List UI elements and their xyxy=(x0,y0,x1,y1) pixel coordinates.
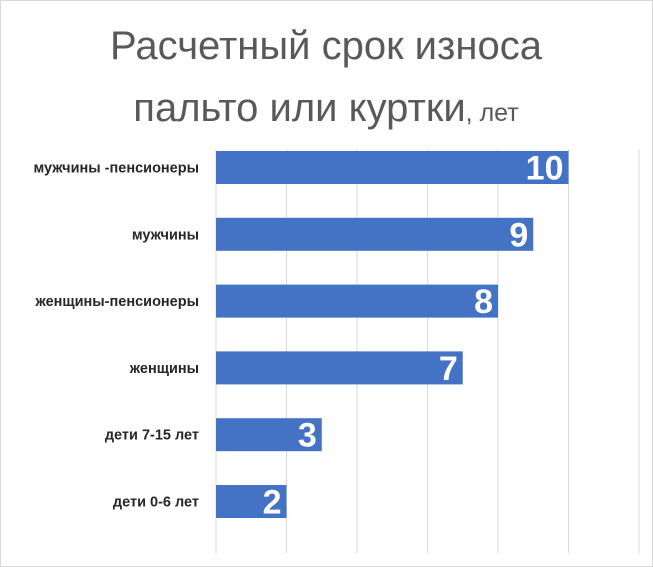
bar xyxy=(216,284,498,318)
category-label: дети 0-6 лет xyxy=(113,495,199,511)
data-label: 7 xyxy=(439,350,458,388)
bar xyxy=(216,217,534,251)
bar xyxy=(216,351,463,385)
data-label: 3 xyxy=(298,417,317,455)
data-label: 8 xyxy=(474,283,493,321)
data-label: 2 xyxy=(263,484,282,522)
category-label: женщины xyxy=(129,361,199,377)
chart-title-line-2-text: пальто или куртки xyxy=(133,86,465,130)
category-labels: мужчины -пенсионеры мужчины женщины-пенсио… xyxy=(33,161,199,511)
category-label: женщины-пенсионеры xyxy=(34,294,199,310)
data-labels: 10 987 32 xyxy=(263,150,564,522)
bar xyxy=(216,151,569,184)
chart-title-line-1: Расчетный срок износа xyxy=(110,24,543,68)
category-label: мужчины xyxy=(132,227,199,243)
category-label: дети 7-15 лет xyxy=(105,428,199,444)
data-label: 9 xyxy=(509,216,528,254)
data-label: 10 xyxy=(526,150,564,188)
bar xyxy=(216,485,287,518)
chart-title-line-2: пальто или куртки, лет xyxy=(133,86,519,130)
category-label: мужчины -пенсионеры xyxy=(33,161,199,177)
gridlines xyxy=(215,149,640,553)
bar xyxy=(216,418,322,452)
bars xyxy=(216,151,569,518)
chart-title-unit: , лет xyxy=(466,99,520,127)
